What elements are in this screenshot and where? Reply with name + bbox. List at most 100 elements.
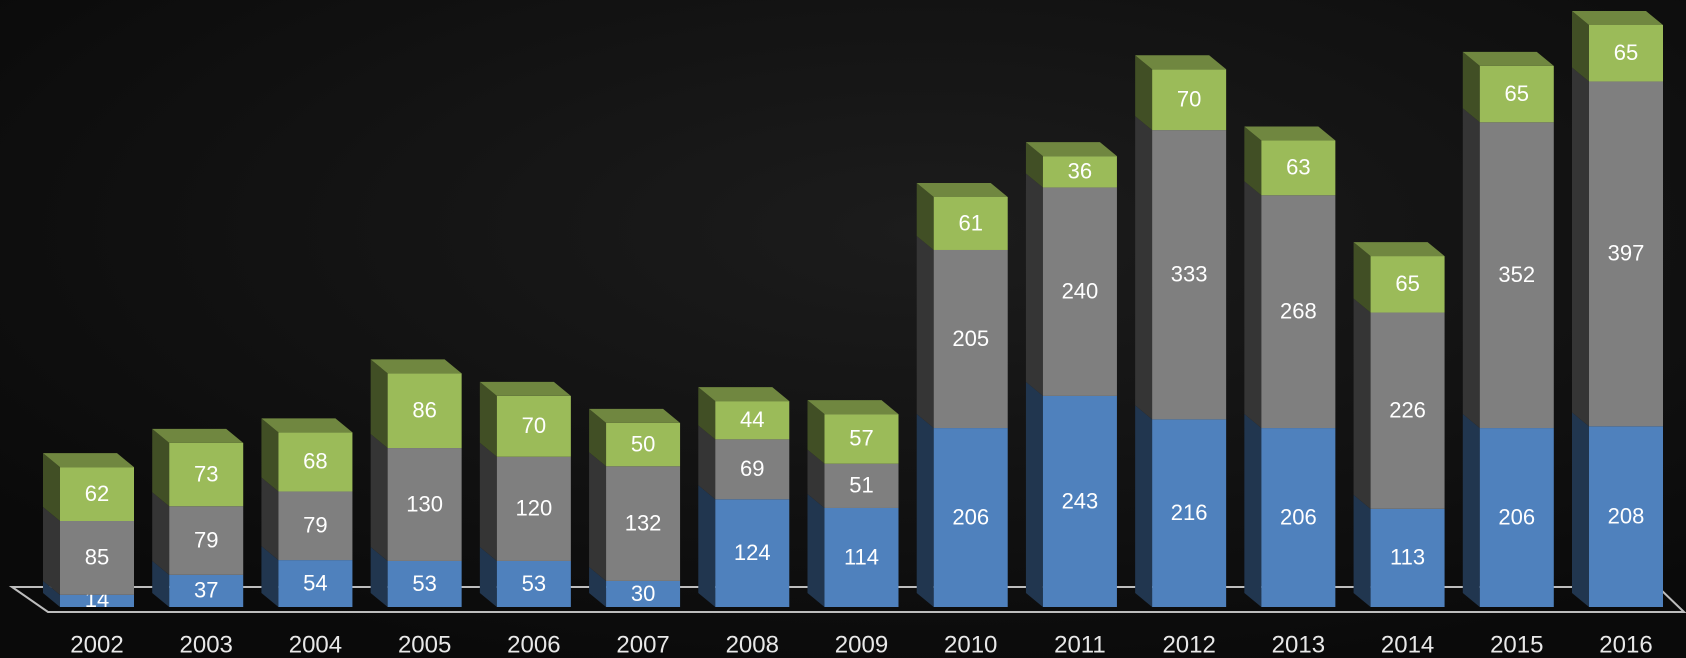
x-tick-label: 2004 <box>289 631 342 658</box>
bar-top <box>1025 142 1117 157</box>
bar <box>824 507 899 607</box>
bar-side <box>152 428 170 507</box>
data-label: 120 <box>515 496 552 521</box>
x-tick-label: 2009 <box>835 631 888 658</box>
x-tick-label: 2003 <box>180 631 233 658</box>
bar-side <box>916 414 934 607</box>
bar-side <box>1462 414 1480 607</box>
data-label: 352 <box>1498 262 1535 287</box>
bar <box>606 422 681 467</box>
bar <box>387 448 462 561</box>
data-label: 65 <box>1505 81 1529 106</box>
x-tick-label: 2005 <box>398 631 451 658</box>
bar <box>1042 156 1117 188</box>
x-tick-label: 2008 <box>726 631 779 658</box>
bar-side <box>1462 108 1480 429</box>
bars: 1485622002377973200354796820045313086200… <box>43 11 1663 658</box>
data-label: 114 <box>844 544 879 569</box>
bar <box>169 574 244 607</box>
bar <box>1152 69 1227 131</box>
data-label: 37 <box>194 578 218 603</box>
bar <box>1589 25 1663 82</box>
bar <box>1042 395 1117 607</box>
bar-side <box>1025 381 1043 607</box>
bar <box>606 580 681 607</box>
bar-side <box>807 400 825 464</box>
data-label: 206 <box>1280 504 1317 529</box>
bar-side <box>1353 494 1371 607</box>
bar-side <box>589 452 607 581</box>
bar <box>496 456 571 561</box>
bar-top <box>370 359 462 374</box>
x-tick-label: 2016 <box>1599 631 1652 658</box>
data-label: 57 <box>849 426 873 451</box>
bar-side <box>370 546 388 607</box>
data-label: 216 <box>1171 500 1208 525</box>
data-label: 205 <box>952 326 989 351</box>
data-label: 79 <box>303 513 327 538</box>
bar <box>1042 187 1117 396</box>
bar <box>278 560 353 607</box>
bar <box>60 594 134 607</box>
bar <box>1479 122 1554 429</box>
bar-side <box>261 546 279 607</box>
data-label: 132 <box>625 510 662 535</box>
data-label: 206 <box>1498 504 1535 529</box>
data-label: 44 <box>740 407 764 432</box>
x-tick-label: 2002 <box>70 631 123 658</box>
bar-top <box>698 387 790 402</box>
bar-side <box>698 485 716 607</box>
data-label: 124 <box>734 540 771 565</box>
x-tick-label: 2013 <box>1272 631 1325 658</box>
data-label: 51 <box>849 473 873 498</box>
bar-top <box>589 408 681 423</box>
data-label: 65 <box>1614 40 1638 65</box>
bar <box>1589 81 1663 427</box>
bar-side <box>1135 116 1153 420</box>
data-label: 61 <box>958 210 982 235</box>
data-label: 240 <box>1062 278 1099 303</box>
bar <box>1261 195 1336 429</box>
bar-side <box>1462 51 1480 123</box>
bar-side <box>1025 142 1043 188</box>
bar <box>1152 130 1227 420</box>
data-label: 79 <box>194 527 218 552</box>
bar-side <box>1244 181 1262 429</box>
bar-top <box>807 400 899 415</box>
data-label: 69 <box>740 456 764 481</box>
bar-side <box>1572 11 1589 82</box>
bar <box>60 521 134 595</box>
data-label: 53 <box>522 571 546 596</box>
data-label: 130 <box>406 491 443 516</box>
bar <box>1370 312 1445 509</box>
bar <box>496 395 571 457</box>
x-tick-label: 2014 <box>1381 631 1434 658</box>
data-label: 113 <box>1390 545 1425 570</box>
bar-side <box>152 492 170 575</box>
bar-side <box>152 560 170 607</box>
data-label: 30 <box>631 581 655 606</box>
bar-top <box>1135 55 1227 70</box>
bar-side <box>698 387 716 440</box>
bar <box>1261 140 1336 196</box>
bar <box>715 401 790 440</box>
bar <box>933 428 1008 607</box>
bar-side <box>1244 414 1262 607</box>
data-label: 206 <box>952 504 989 529</box>
bar <box>933 196 1008 250</box>
data-label: 70 <box>522 413 546 438</box>
data-label: 243 <box>1062 488 1099 513</box>
bar-side <box>261 418 279 492</box>
bar-side <box>1025 173 1043 396</box>
bar-side <box>43 453 60 522</box>
bar <box>278 432 353 492</box>
x-tick-label: 2011 <box>1054 631 1106 658</box>
bar <box>824 463 899 508</box>
bar <box>1370 508 1445 607</box>
bar-top <box>152 428 244 443</box>
bar <box>933 249 1008 429</box>
bar <box>715 439 790 500</box>
bar-side <box>370 434 388 561</box>
bar-top <box>43 453 134 468</box>
